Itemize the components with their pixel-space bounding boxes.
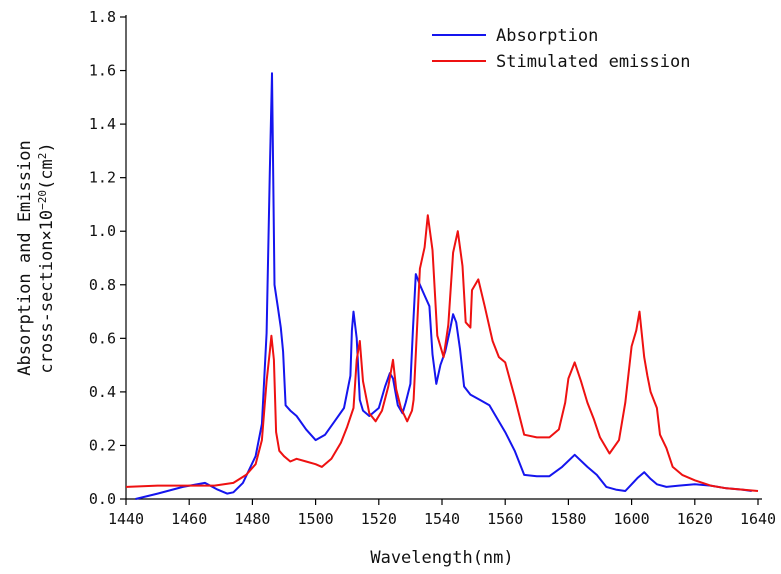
- y-tick-label: 1.2: [89, 169, 116, 187]
- x-axis-title: Wavelength(nm): [370, 548, 513, 568]
- x-tick-label: 1500: [298, 510, 334, 528]
- y-axis-title: Absorption and Emission cross-section×10…: [15, 140, 57, 375]
- x-tick-label: 1460: [171, 510, 207, 528]
- series-line-absorption: [135, 72, 752, 500]
- plot-area: 1440 1460 1480 1500 1520 1540 1560 1580 1600 1620…: [89, 8, 776, 528]
- y-axis-title-unit: (cm: [37, 159, 57, 190]
- y-axis-title-prefix: cross-section×10: [37, 210, 57, 374]
- x-tick-label: 1440: [108, 510, 144, 528]
- y-tick-label: 0.6: [89, 329, 116, 347]
- x-tick-label: 1600: [614, 510, 650, 528]
- y-axis-title-unit-exponent: 2: [36, 153, 49, 160]
- x-axis-ticks: 1440 1460 1480 1500 1520 1540 1560 1580 1600 1620…: [108, 499, 776, 528]
- y-axis-title-line1: Absorption and Emission: [15, 140, 35, 375]
- y-axis-ticks: 0.0 0.2 0.4 0.6 0.8 1.0 1.2 1.4 1.6 1.8: [89, 8, 126, 508]
- x-tick-label: 1520: [361, 510, 397, 528]
- series-lines: [125, 72, 759, 500]
- series-line-stimulated-emission: [125, 214, 759, 492]
- x-tick-label: 1480: [234, 510, 270, 528]
- y-tick-label: 0.8: [89, 276, 116, 294]
- y-axis-title-line2: cross-section×10−20(cm2): [36, 142, 58, 373]
- x-tick-label: 1580: [550, 510, 586, 528]
- x-tick-label: 1560: [487, 510, 523, 528]
- legend-label-absorption: Absorption: [496, 26, 598, 46]
- y-axis-title-exponent: −20: [36, 190, 49, 210]
- y-tick-label: 1.8: [89, 8, 116, 26]
- legend-label-stimulated-emission: Stimulated emission: [496, 52, 690, 72]
- x-tick-label: 1540: [424, 510, 460, 528]
- x-tick-label: 1620: [677, 510, 713, 528]
- y-tick-label: 1.6: [89, 62, 116, 80]
- y-tick-label: 0.0: [89, 490, 116, 508]
- y-tick-label: 0.4: [89, 383, 116, 401]
- y-tick-label: 1.4: [89, 115, 116, 133]
- legend: Absorption Stimulated emission: [432, 26, 690, 72]
- y-tick-label: 1.0: [89, 222, 116, 240]
- x-tick-label: 1640: [740, 510, 776, 528]
- y-axis-title-suffix: ): [37, 142, 57, 152]
- y-tick-label: 0.2: [89, 436, 116, 454]
